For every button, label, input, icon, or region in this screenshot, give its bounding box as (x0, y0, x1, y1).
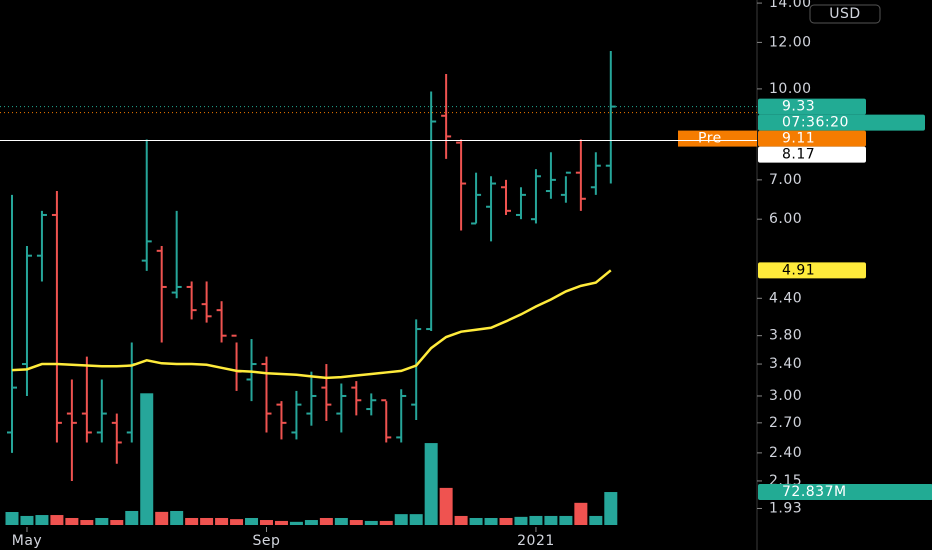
volume-bar (304, 520, 318, 525)
y-tick-label: 14.00 (769, 0, 812, 11)
volume-bar (319, 517, 333, 525)
price-tag (758, 130, 866, 147)
volume-bar (125, 510, 139, 525)
price-tag (758, 146, 866, 163)
price-tag-label: 9.33 (782, 99, 815, 115)
volume-bar (529, 515, 543, 525)
price-tag-label: 72.837M (782, 484, 847, 500)
volume-bar (245, 517, 259, 525)
volume-bar (140, 393, 154, 525)
volume-bar (5, 512, 19, 525)
price-tag-label: 8.17 (782, 147, 815, 163)
y-tick-label: 3.80 (769, 328, 802, 344)
countdown: 07:36:20 (782, 115, 849, 131)
volume-bar (454, 515, 468, 525)
volume-bar (559, 515, 573, 525)
volume-bar (574, 502, 588, 525)
price-tag-label: 4.91 (782, 262, 815, 278)
y-tick-label: 12.00 (769, 34, 812, 50)
countdown-box (758, 114, 925, 131)
y-tick-label: 7.00 (769, 172, 802, 188)
volume-bar (424, 443, 438, 525)
y-tick-label: 4.40 (769, 290, 802, 306)
volume-bar (274, 520, 288, 525)
volume-bar (95, 517, 109, 525)
price-tag (758, 262, 866, 279)
volume-bar (514, 516, 528, 525)
volume-bar (185, 517, 199, 525)
volume-bar (589, 515, 603, 525)
volume-bar (200, 517, 214, 525)
volume-bar (259, 520, 273, 525)
volume-bar (394, 514, 408, 525)
price-tag-label: 9.11 (782, 131, 815, 147)
x-tick-label: May (12, 533, 42, 549)
volume-bar (469, 517, 483, 525)
volume-bar (499, 517, 513, 525)
volume-bar (334, 517, 348, 525)
volume-bar (230, 519, 244, 525)
y-tick-label: 3.40 (769, 356, 802, 372)
volume-bar (35, 515, 49, 525)
volume-bar (364, 520, 378, 525)
volume-bar (439, 487, 453, 525)
volume-bar (65, 517, 79, 525)
volume-bar (155, 511, 169, 525)
y-tick-label: 3.00 (769, 388, 802, 404)
volume-bar (20, 515, 34, 525)
y-tick-label: 2.40 (769, 445, 802, 461)
y-tick-label: 1.93 (769, 500, 802, 516)
volume-bar (170, 510, 184, 525)
x-tick-label: Sep (253, 533, 281, 549)
volume-bar (80, 520, 94, 525)
currency[interactable]: USD (829, 6, 860, 22)
price-tag (758, 98, 866, 115)
volume-bar (379, 520, 393, 525)
volume-bar (349, 520, 363, 525)
y-tick-label: 2.70 (769, 415, 802, 431)
pre-tag (678, 130, 757, 147)
volume-bar (484, 517, 498, 525)
volume-bar (110, 520, 124, 525)
y-tick-label: 6.00 (769, 211, 802, 227)
volume-bar (409, 514, 423, 525)
volume-bar (50, 515, 64, 525)
volume-bar (215, 517, 229, 525)
price-tag (758, 484, 932, 501)
volume-bar (604, 492, 618, 525)
pre-tag-label: Pre (698, 131, 722, 147)
y-tick-label: 10.00 (769, 81, 812, 97)
currency-box[interactable] (809, 4, 881, 24)
moving-average (11, 269, 612, 380)
volume-bar (544, 515, 558, 525)
volume-bar (289, 521, 303, 525)
x-tick-label: 2021 (517, 533, 555, 549)
